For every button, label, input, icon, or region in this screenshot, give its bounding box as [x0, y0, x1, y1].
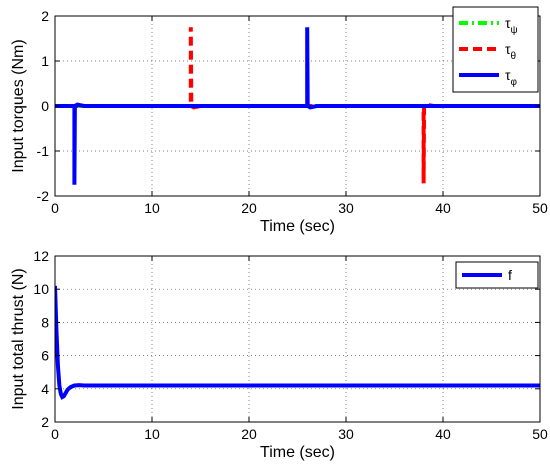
- x-tick-label: 40: [435, 200, 451, 216]
- x-tick-label: 0: [51, 200, 59, 216]
- legend-label-2: τφ: [505, 67, 518, 88]
- y-tick-label: 6: [41, 348, 49, 364]
- x-tick-label: 10: [144, 426, 160, 442]
- x-axis-label: Time (sec): [260, 218, 335, 235]
- thrust-chart: 0 10 20 30 40 50 2 4 6 8 10 12 Time (sec) Input total…: [10, 248, 548, 461]
- legend: f: [455, 261, 539, 289]
- axes-box: [54, 255, 541, 423]
- legend-label-main: f: [508, 267, 512, 283]
- y-tick-label: -1: [37, 143, 50, 159]
- x-tick-label: 0: [51, 426, 59, 442]
- legend-label-0: f: [508, 267, 512, 283]
- legend-label-subscript: θ: [511, 51, 517, 62]
- legend-label-subscript: ψ: [511, 25, 518, 36]
- series-line-2: [55, 27, 540, 185]
- legend-label-0: τψ: [505, 15, 518, 36]
- y-tick-label: -2: [37, 188, 50, 204]
- x-axis-label: Time (sec): [260, 444, 335, 461]
- x-tick-label: 10: [144, 200, 160, 216]
- y-axis-label: Input torques (Nm): [10, 39, 27, 172]
- x-tick-label: 50: [532, 200, 548, 216]
- series-group: [55, 285, 540, 400]
- y-axis-label: Input total thrust (N): [10, 268, 27, 409]
- series-line-0: [55, 285, 540, 400]
- legend-label-main: τ: [505, 15, 511, 31]
- y-tick-label: 8: [41, 314, 49, 330]
- legend-label-subscript: φ: [511, 77, 518, 88]
- y-tick-label: 4: [41, 381, 49, 397]
- y-tick-label: 2: [41, 414, 49, 430]
- x-tick-label: 20: [241, 200, 257, 216]
- x-tick-label: 30: [338, 426, 354, 442]
- torques-chart: 0 10 20 30 40 50 -2 -1 0 1 2 Time (sec) Input torque…: [10, 6, 548, 235]
- y-tick-label: 0: [41, 98, 49, 114]
- y-tick-label: 12: [33, 248, 49, 264]
- x-tick-label: 30: [338, 200, 354, 216]
- x-tick-label: 50: [532, 426, 548, 442]
- y-tick-label: 10: [33, 281, 49, 297]
- legend-label-1: τθ: [505, 41, 517, 62]
- y-tick-label: 1: [41, 53, 49, 69]
- y-tick-label: 2: [41, 8, 49, 24]
- series-group: [55, 27, 540, 185]
- legend-label-main: τ: [505, 67, 511, 83]
- x-tick-label: 40: [435, 426, 451, 442]
- legend-label-main: τ: [505, 41, 511, 57]
- x-tick-label: 20: [241, 426, 257, 442]
